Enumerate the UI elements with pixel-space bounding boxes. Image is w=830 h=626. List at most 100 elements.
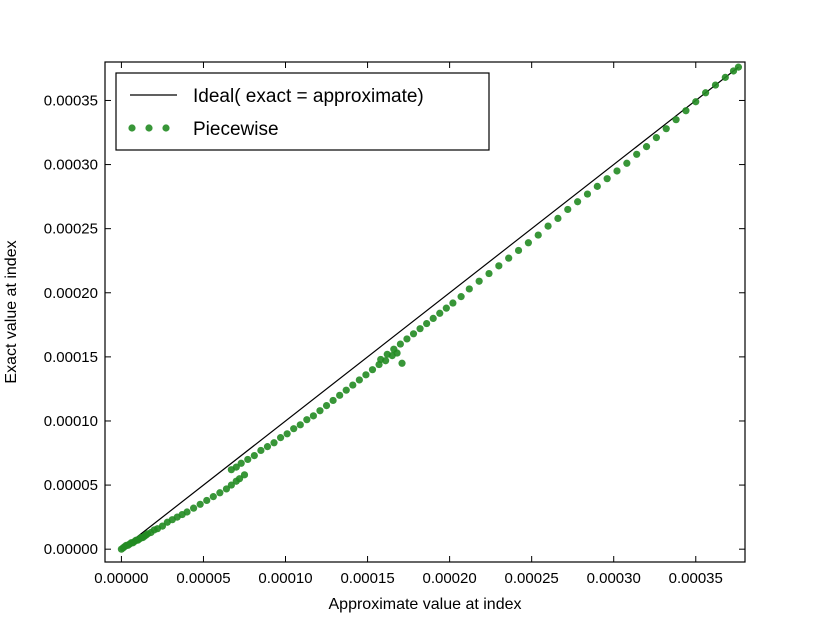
piecewise-point	[158, 522, 167, 530]
piecewise-point	[436, 309, 444, 317]
piecewise-point	[240, 471, 249, 479]
piecewise-point	[429, 314, 437, 323]
piecewise-point	[662, 125, 670, 133]
piecewise-point	[495, 262, 503, 270]
piecewise-point	[449, 299, 457, 307]
y-tick-label: 0.00005	[44, 477, 98, 494]
piecewise-point	[183, 508, 191, 516]
piecewise-point	[309, 412, 318, 420]
piecewise-point	[235, 475, 244, 483]
piecewise-point	[377, 355, 385, 364]
piecewise-point	[227, 481, 235, 489]
x-tick-label: 0.00000	[94, 570, 148, 587]
piecewise-point	[263, 443, 272, 451]
piecewise-point	[442, 304, 450, 312]
x-tick-label: 0.00025	[505, 570, 559, 587]
legend-piecewise-dot	[128, 124, 136, 132]
piecewise-point	[396, 340, 404, 348]
piecewise-point	[342, 386, 350, 394]
piecewise-point	[276, 434, 285, 442]
legend-piecewise-label: Piecewise	[193, 119, 279, 140]
piecewise-point	[574, 198, 582, 206]
piecewise-point	[564, 205, 572, 214]
piecewise-point	[554, 214, 562, 223]
y-tick-label: 0.00035	[44, 92, 98, 109]
piecewise-point	[475, 277, 483, 285]
piecewise-point	[623, 159, 631, 167]
piecewise-point	[711, 81, 720, 89]
piecewise-point	[196, 500, 204, 508]
piecewise-point	[316, 407, 324, 415]
piecewise-point	[216, 489, 224, 497]
piecewise-point	[409, 330, 418, 338]
piecewise-point	[209, 493, 217, 501]
piecewise-point	[283, 430, 291, 438]
piecewise-point	[398, 359, 406, 367]
x-tick-label: 0.00035	[669, 570, 723, 587]
piecewise-point	[383, 350, 391, 358]
x-tick-label: 0.00030	[587, 570, 641, 587]
piecewise-point	[734, 63, 743, 71]
plot-frame	[104, 61, 746, 563]
x-tick-label: 0.00005	[176, 570, 230, 587]
piecewise-point	[692, 98, 700, 106]
piecewise-point	[244, 455, 252, 464]
piecewise-point	[232, 463, 240, 471]
piecewise-point	[423, 319, 431, 328]
piecewise-point	[544, 222, 552, 230]
piecewise-point	[290, 425, 298, 433]
legend-piecewise-swatch	[128, 124, 170, 132]
y-axis-label: Exact value at index	[3, 240, 20, 383]
piecewise-point	[603, 175, 611, 183]
piecewise-point	[270, 439, 278, 447]
legend-box	[115, 72, 490, 151]
plot-area	[104, 61, 746, 563]
piecewise-point	[416, 325, 424, 333]
y-tick-label: 0.00015	[44, 349, 98, 366]
piecewise-point	[682, 107, 690, 115]
y-tick-label: 0.00030	[44, 157, 98, 174]
piecewise-point	[390, 345, 398, 353]
piecewise-point	[613, 167, 621, 175]
piecewise-point	[514, 246, 523, 255]
piecewise-point	[721, 73, 729, 81]
x-tick-label: 0.00015	[340, 570, 394, 587]
piecewise-point	[642, 143, 651, 151]
piecewise-point	[296, 421, 304, 429]
ideal-line	[121, 66, 739, 550]
piecewise-point	[203, 496, 211, 505]
piecewise-point	[729, 67, 738, 75]
piecewise-point	[355, 376, 363, 384]
piecewise-point	[633, 150, 641, 158]
piecewise-point	[322, 401, 331, 410]
piecewise-point	[505, 254, 513, 262]
piecewise-point	[222, 485, 231, 493]
piecewise-point	[583, 190, 592, 198]
piecewise-point	[303, 416, 311, 424]
piecewise-point	[190, 504, 198, 512]
piecewise-point	[349, 381, 357, 389]
x-axis: 0.00000 0.00005 0.00010 0.00015 0.00020 0.000…	[94, 62, 723, 587]
y-tick-label: 0.00000	[44, 541, 98, 558]
y-axis: 0.00000 0.00005 0.00010 0.00015 0.00020 0.000…	[44, 92, 745, 558]
y-tick-label: 0.00025	[44, 221, 98, 238]
piecewise-point	[362, 371, 370, 379]
legend-piecewise-dot	[145, 124, 153, 132]
piecewise-point	[403, 335, 411, 343]
x-tick-label: 0.00020	[422, 570, 476, 587]
piecewise-point	[257, 446, 265, 455]
y-tick-label: 0.00010	[44, 413, 98, 430]
x-axis-label: Approximate value at index	[329, 596, 522, 613]
piecewise-point	[652, 134, 660, 142]
legend: Ideal( exact = approximate) Piecewise	[115, 72, 490, 151]
y-tick-label: 0.00020	[44, 285, 98, 302]
piecewise-point	[250, 451, 258, 460]
piecewise-point	[593, 182, 601, 190]
piecewise-point	[237, 459, 245, 467]
piecewise-point	[534, 231, 542, 239]
piecewise-point	[457, 293, 465, 301]
x-tick-label: 0.00010	[258, 570, 312, 587]
piecewise-point	[368, 366, 377, 374]
piecewise-point	[336, 391, 344, 399]
